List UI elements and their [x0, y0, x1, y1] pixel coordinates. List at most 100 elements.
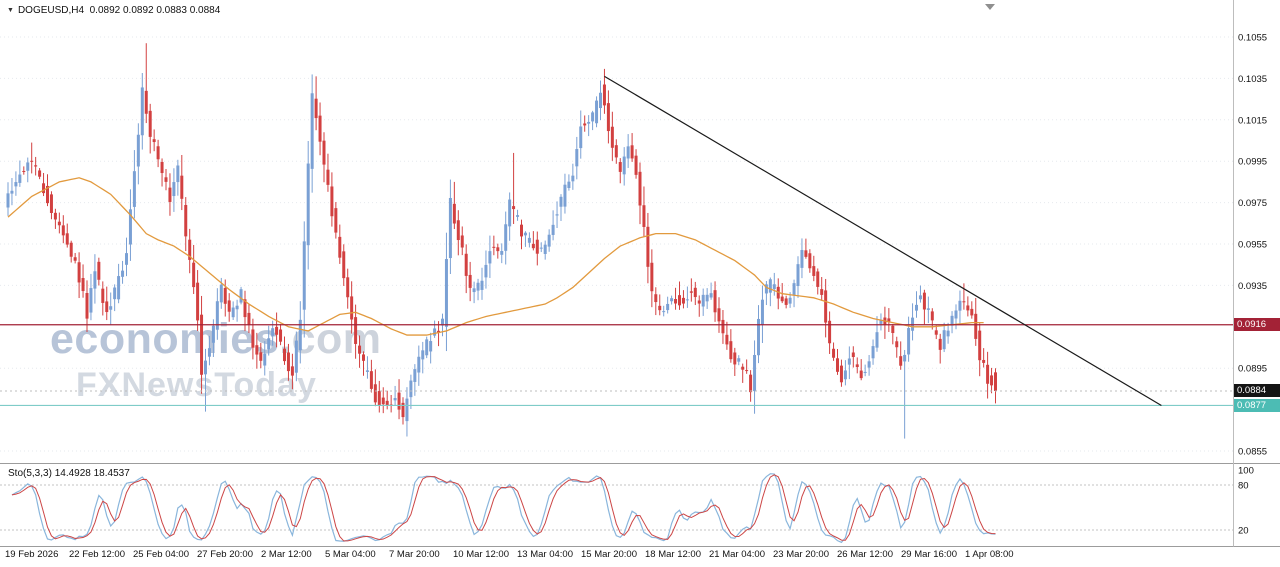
chevron-down-icon[interactable]: ▼	[7, 7, 14, 14]
moving-average-line	[7, 177, 984, 336]
watermark-subtitle: FXNewsToday	[76, 366, 317, 404]
candle-body	[729, 341, 733, 360]
candle-body	[38, 170, 42, 177]
candle-body	[792, 283, 796, 296]
y-axis-label: 0.0955	[1238, 240, 1267, 251]
candle-body	[34, 165, 38, 167]
candle-body	[172, 182, 176, 197]
candle-body	[53, 212, 57, 220]
time-label: 18 Mar 12:00	[645, 549, 701, 560]
candle-body	[614, 145, 618, 158]
candle-body	[595, 100, 599, 124]
candle-body	[820, 289, 824, 295]
candle-body	[899, 356, 903, 366]
candle-body	[575, 149, 579, 167]
chart-shift-marker[interactable]	[985, 4, 995, 10]
candle-body	[535, 239, 539, 254]
candle-body	[69, 242, 73, 257]
candle-body	[275, 326, 279, 335]
candle-body	[946, 330, 950, 337]
candle-body	[22, 170, 26, 172]
descending-trendline[interactable]	[604, 75, 1162, 406]
candle-body	[251, 329, 255, 348]
last-price-label: 0.0884	[1234, 384, 1280, 398]
candle-body	[788, 297, 792, 304]
candle-body	[567, 181, 571, 189]
candle-body	[243, 299, 247, 318]
candle-body	[306, 163, 310, 246]
candle-body	[283, 348, 286, 362]
candle-body	[808, 253, 812, 269]
candle-body	[444, 259, 448, 327]
candle-body	[61, 225, 65, 236]
candle-body	[587, 121, 591, 124]
candle-body	[263, 353, 267, 366]
candle-body	[492, 246, 496, 248]
resistance-price-label: 0.0916	[1234, 318, 1280, 332]
y-axis-label: 0.1015	[1238, 115, 1267, 126]
candle-body	[259, 352, 263, 361]
candle-body	[290, 366, 294, 376]
candle-body	[539, 247, 543, 249]
candle-body	[855, 364, 859, 368]
candle-body	[599, 92, 602, 109]
candle-body	[859, 370, 863, 379]
candle-body	[417, 356, 421, 373]
candle-body	[294, 340, 298, 373]
candle-body	[618, 162, 622, 172]
time-label: 7 Mar 20:00	[389, 549, 440, 560]
candle-body	[227, 300, 231, 312]
candle-body	[176, 165, 180, 183]
candle-body	[160, 161, 164, 174]
candle-body	[219, 284, 223, 303]
candle-body	[148, 110, 152, 137]
candle-body	[468, 274, 472, 288]
candle-body	[689, 291, 693, 293]
candle-body	[760, 299, 764, 325]
candle-body	[733, 352, 737, 365]
candle-body	[448, 197, 452, 259]
candle-body	[168, 187, 172, 202]
candle-body	[871, 346, 875, 359]
candle-body	[65, 233, 69, 245]
candle-body	[543, 244, 547, 254]
candle-body	[156, 146, 160, 160]
candle-body	[907, 328, 911, 355]
candle-body	[606, 103, 610, 132]
candle-body	[405, 398, 409, 422]
candle-body	[887, 318, 891, 322]
candle-body	[30, 160, 34, 162]
y-axis-label: 0.0895	[1238, 364, 1267, 375]
candle-body	[81, 278, 85, 292]
candle-body	[508, 199, 512, 227]
time-label: 26 Mar 12:00	[837, 549, 893, 560]
candle-body	[922, 292, 926, 310]
candle-body	[322, 140, 326, 165]
candle-body	[247, 312, 251, 325]
candle-body	[954, 310, 958, 319]
candle-body	[697, 300, 701, 304]
candle-body	[500, 251, 504, 255]
candle-body	[488, 251, 492, 264]
candle-body	[504, 224, 508, 251]
candle-body	[851, 352, 855, 358]
candle-body	[832, 348, 836, 358]
candle-body	[559, 196, 563, 207]
candle-body	[512, 206, 516, 210]
candle-body	[121, 270, 125, 277]
candle-body	[681, 297, 685, 304]
candle-body	[875, 332, 879, 348]
candle-body	[950, 315, 954, 326]
candle-body	[891, 325, 895, 334]
candle-body	[654, 294, 658, 303]
candle-body	[393, 398, 397, 401]
candle-body	[571, 175, 575, 182]
time-label: 25 Feb 04:00	[133, 549, 189, 560]
candle-body	[373, 384, 377, 403]
candle-body	[986, 364, 990, 384]
candle-body	[279, 329, 283, 342]
candle-body	[938, 338, 942, 350]
support-price-label: 0.0877	[1234, 398, 1280, 412]
